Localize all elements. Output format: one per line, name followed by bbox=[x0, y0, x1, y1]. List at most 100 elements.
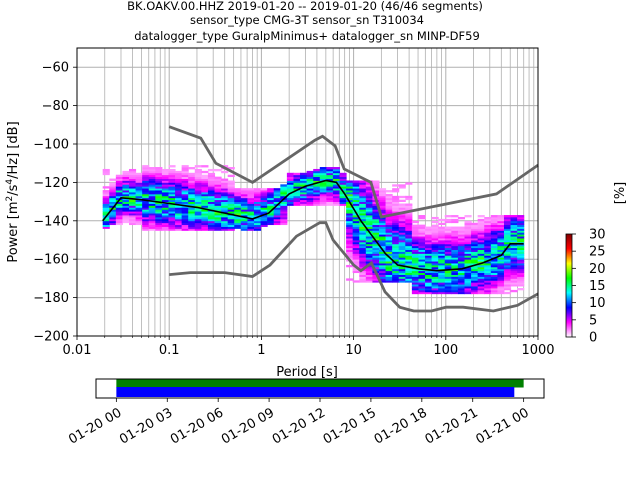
histogram-cell bbox=[306, 203, 314, 206]
histogram-cell bbox=[188, 197, 196, 201]
histogram-cell bbox=[431, 236, 439, 239]
histogram-cell bbox=[385, 197, 393, 201]
histogram-cell bbox=[497, 264, 505, 268]
histogram-cell bbox=[273, 197, 281, 201]
histogram-cell bbox=[510, 278, 518, 281]
histogram-cell bbox=[109, 201, 117, 204]
histogram-cell bbox=[273, 216, 281, 220]
histogram-cell bbox=[444, 255, 452, 258]
histogram-cell bbox=[168, 193, 176, 197]
histogram-cell bbox=[444, 289, 452, 293]
histogram-cell bbox=[359, 241, 367, 245]
histogram-cell bbox=[484, 216, 492, 220]
histogram-cell bbox=[313, 180, 321, 183]
histogram-cell bbox=[148, 216, 156, 220]
histogram-cell bbox=[339, 193, 347, 197]
histogram-cell bbox=[444, 234, 452, 237]
histogram-cell bbox=[359, 195, 367, 199]
histogram-cell bbox=[352, 207, 360, 210]
histogram-cell bbox=[372, 238, 380, 241]
histogram-cell bbox=[280, 192, 288, 195]
histogram-cell bbox=[161, 184, 169, 187]
histogram-cell bbox=[300, 192, 308, 195]
histogram-cell bbox=[221, 224, 229, 227]
histogram-cell bbox=[346, 255, 354, 258]
histogram-cell bbox=[457, 253, 466, 256]
histogram-cell bbox=[431, 280, 439, 283]
histogram-cell bbox=[240, 203, 248, 206]
histogram-cell bbox=[418, 289, 426, 293]
histogram-cell bbox=[385, 236, 393, 239]
histogram-cell bbox=[405, 245, 413, 249]
histogram-cell bbox=[319, 182, 327, 185]
histogram-cell bbox=[510, 253, 518, 256]
histogram-cell bbox=[497, 228, 505, 231]
histogram-cell bbox=[477, 268, 485, 272]
histogram-cell bbox=[359, 218, 367, 222]
histogram-cell bbox=[273, 218, 281, 222]
histogram-cell bbox=[392, 268, 400, 272]
histogram-cell bbox=[247, 226, 255, 229]
histogram-cell bbox=[418, 288, 426, 291]
histogram-cell bbox=[464, 222, 472, 226]
histogram-cell bbox=[385, 251, 393, 254]
histogram-cell bbox=[155, 220, 163, 224]
histogram-cell bbox=[280, 220, 288, 224]
histogram-cell bbox=[352, 218, 360, 222]
histogram-cell bbox=[346, 180, 354, 183]
histogram-cell bbox=[280, 216, 288, 220]
histogram-cell bbox=[378, 213, 387, 216]
histogram-cell bbox=[260, 211, 268, 214]
histogram-cell bbox=[102, 222, 110, 226]
histogram-cell bbox=[471, 291, 479, 295]
histogram-cell bbox=[497, 272, 505, 275]
histogram-cell bbox=[378, 243, 387, 247]
histogram-cell bbox=[451, 241, 459, 245]
histogram-cell bbox=[221, 180, 229, 183]
histogram-cell bbox=[471, 234, 479, 237]
mean-psd bbox=[102, 179, 524, 272]
histogram-cell bbox=[438, 245, 446, 249]
histogram-cell bbox=[418, 226, 426, 229]
histogram-cell bbox=[464, 236, 472, 239]
histogram-cell bbox=[385, 272, 393, 275]
histogram-cell bbox=[102, 226, 110, 229]
histogram-cell bbox=[102, 224, 110, 227]
x-tick-label: 0.01 bbox=[63, 343, 92, 358]
histogram-cell bbox=[510, 255, 518, 258]
histogram-cell bbox=[122, 186, 130, 189]
histogram-cell bbox=[155, 182, 163, 185]
histogram-cell bbox=[503, 215, 512, 218]
histogram-cell bbox=[332, 195, 341, 199]
histogram-cell bbox=[464, 276, 472, 279]
histogram-cell bbox=[392, 224, 400, 227]
histogram-cell bbox=[477, 253, 485, 256]
histogram-cell bbox=[194, 218, 202, 222]
histogram-cell bbox=[517, 243, 525, 247]
histogram-cell bbox=[214, 228, 222, 231]
histogram-cell bbox=[464, 268, 472, 272]
histogram-cell bbox=[352, 263, 360, 266]
histogram-cell bbox=[425, 247, 433, 250]
histogram-cell bbox=[346, 220, 354, 224]
histogram-cell bbox=[109, 178, 117, 181]
histogram-cell bbox=[135, 195, 143, 199]
histogram-cell bbox=[385, 193, 393, 197]
histogram-cell bbox=[286, 174, 294, 178]
histogram-cell bbox=[385, 259, 393, 262]
histogram-cell bbox=[352, 268, 360, 272]
histogram-cell bbox=[517, 280, 525, 283]
histogram-cell bbox=[457, 236, 466, 239]
histogram-cell bbox=[300, 195, 308, 199]
histogram-cell bbox=[385, 247, 393, 250]
histogram-cell bbox=[385, 261, 393, 264]
histogram-cell bbox=[102, 220, 110, 224]
histogram-cell bbox=[155, 184, 163, 187]
histogram-cell bbox=[464, 245, 472, 249]
histogram-cell bbox=[168, 182, 176, 185]
histogram-cell bbox=[431, 228, 439, 231]
histogram-cell bbox=[365, 213, 373, 216]
histogram-cell bbox=[503, 236, 512, 239]
histogram-cell bbox=[392, 266, 400, 270]
histogram-cell bbox=[273, 220, 281, 224]
